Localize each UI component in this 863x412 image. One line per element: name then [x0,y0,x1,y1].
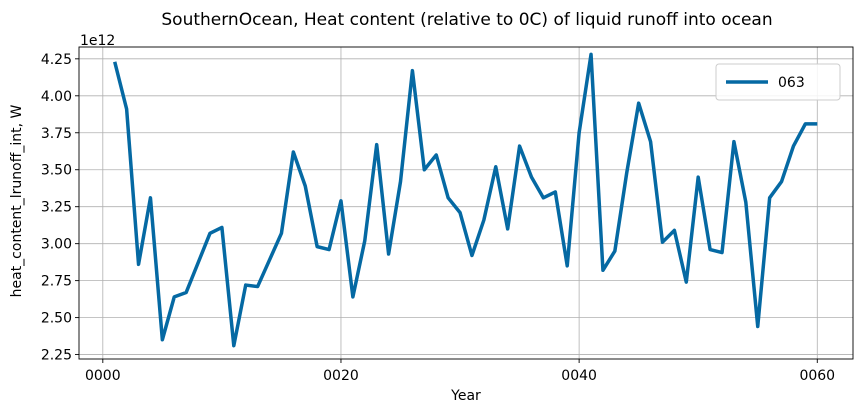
axis-ticks: 0000 0020 0040 0060 2.25 2.50 2.75 3.00 3.25 3.50… [41,52,835,384]
series-line-063 [113,52,818,348]
y-tick-label: 3.00 [41,237,72,253]
y-tick-label: 3.25 [41,200,72,216]
chart-title: SouthernOcean, Heat content (relative to… [161,10,772,30]
x-tick-label: 0040 [561,368,597,384]
x-axis-label: Year [450,388,481,404]
x-tick-label: 0060 [799,368,835,384]
y-tick-label: 2.50 [41,311,72,327]
y-tick-label: 2.25 [41,348,72,364]
y-tick-label: 3.50 [41,163,72,179]
legend: 063 [715,63,841,101]
y-axis-offset-label: 1e12 [80,33,115,49]
legend-label: 063 [778,75,805,91]
y-tick-label: 3.75 [41,126,72,142]
y-axis-label: heat_content_lrunoff_int, W [9,104,25,297]
x-tick-label: 0020 [323,368,359,384]
y-tick-label: 4.00 [41,89,72,105]
x-tick-label: 0000 [85,368,121,384]
y-tick-label: 4.25 [41,52,72,68]
plot-area-frame [78,46,854,360]
y-tick-label: 2.75 [41,274,72,290]
legend-box [715,63,841,101]
series-layer [113,52,818,348]
